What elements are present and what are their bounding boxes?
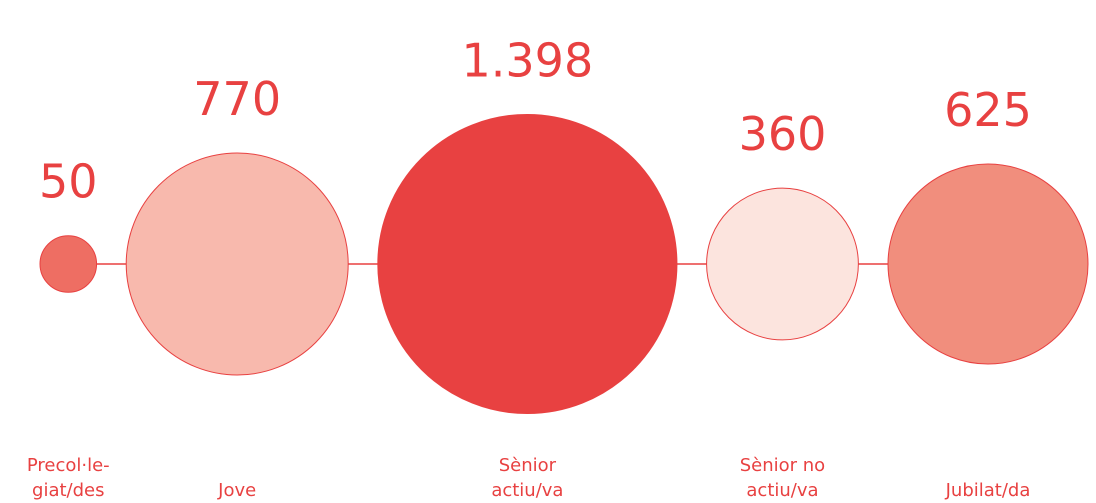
category-label: actiu/va xyxy=(746,480,818,501)
bubble xyxy=(377,113,678,415)
category-label: Jove xyxy=(217,480,256,501)
category-label: Sènior xyxy=(499,455,557,476)
bubble xyxy=(39,235,98,293)
category-label: Precol·le- xyxy=(27,455,110,476)
value-label: 1.398 xyxy=(462,33,594,87)
category-label: giat/des xyxy=(32,480,104,501)
value-label: 360 xyxy=(739,107,827,161)
category-label: Sènior no xyxy=(740,455,825,476)
bubble xyxy=(706,187,859,341)
category-label: Jubilat/da xyxy=(945,480,1031,501)
category-label: actiu/va xyxy=(491,480,563,501)
bubble xyxy=(887,163,1089,365)
value-label: 770 xyxy=(193,72,281,126)
bubble xyxy=(125,152,349,376)
value-label: 625 xyxy=(944,83,1032,137)
value-label: 50 xyxy=(39,155,98,209)
